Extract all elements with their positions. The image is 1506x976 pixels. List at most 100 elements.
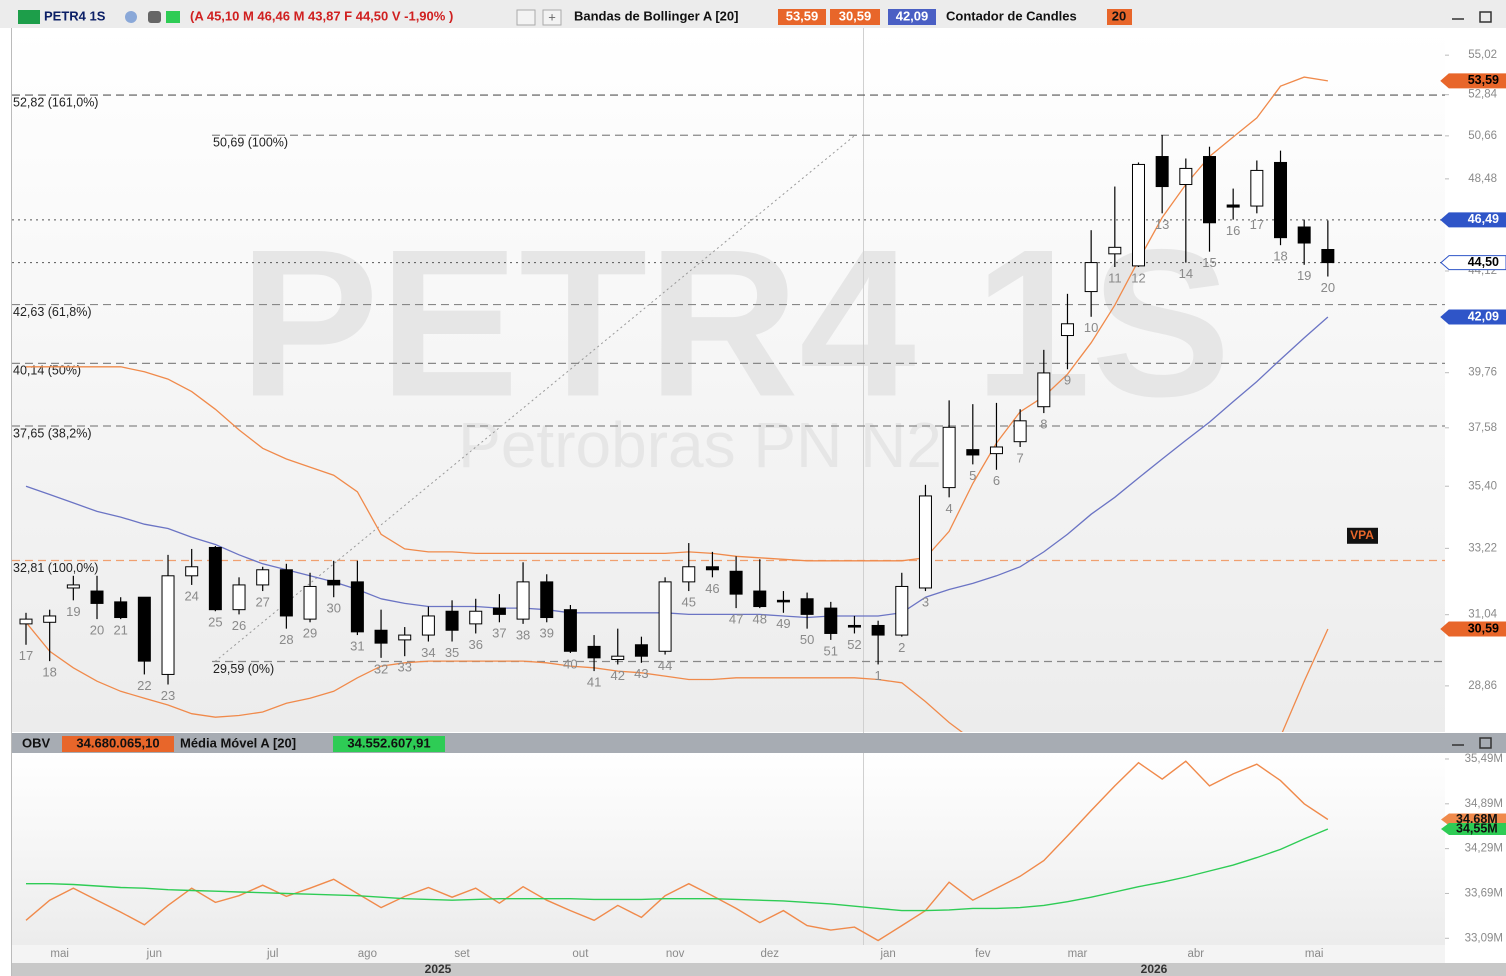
price-badge [1440, 255, 1506, 271]
price-badge-label: 30,59 [1468, 621, 1499, 635]
candle-body [374, 629, 388, 644]
x-tick-label: jul [266, 948, 279, 960]
vpa-label: VPA [1350, 528, 1374, 542]
candle-body [114, 601, 128, 619]
header-bar [0, 0, 1506, 28]
price-badge-label: 42,09 [1468, 309, 1499, 323]
x-tick-label: jun [146, 948, 162, 960]
candle-count: 20 [90, 623, 104, 638]
plus-icon: + [548, 9, 556, 24]
vpa-badge [1347, 527, 1378, 544]
icon[interactable] [148, 11, 161, 23]
watermark-symbol: PETR4 1S [239, 205, 1231, 440]
y-tick-label: 37,58 [1468, 422, 1497, 434]
candle-body [1131, 163, 1145, 267]
y-tick-label: 35,49M [1465, 753, 1503, 765]
candle-body [1226, 204, 1240, 208]
y-tick-label: 33,22 [1468, 542, 1497, 554]
x-tick-label: dez [760, 948, 779, 960]
price-badge-label: 44,50 [1468, 255, 1499, 269]
symbol: PETR4 1S [44, 8, 106, 23]
candle-body [232, 584, 246, 611]
y-tick-label: 33,69M [1465, 887, 1503, 899]
badge [62, 736, 174, 752]
maximize-button[interactable] [1479, 11, 1492, 23]
candle-body [492, 607, 506, 615]
candle-body [137, 596, 151, 662]
obv-badge [1441, 813, 1506, 826]
fib-label: 29,59 (0%) [213, 662, 274, 676]
obv-value: 34.680.065,10 [76, 735, 159, 750]
x-tick-label: out [572, 948, 589, 960]
y-tick-label: 31,04 [1468, 609, 1497, 621]
candle-body [776, 599, 790, 603]
ma-value: 34.552.607,91 [347, 735, 430, 750]
icon[interactable] [125, 11, 137, 23]
candle-body [516, 581, 530, 620]
candle-count: 15 [1202, 255, 1216, 270]
candle-count: 19 [1297, 268, 1311, 283]
fib-label: 40,14 (50%) [13, 364, 81, 378]
candle-body [871, 624, 885, 636]
y-tick-label: 50,66 [1468, 130, 1497, 142]
y-tick-label: 48,48 [1468, 173, 1497, 185]
fib-label: 37,65 (38,2%) [13, 426, 92, 440]
badge [333, 736, 445, 752]
candle-body [1037, 372, 1051, 408]
candle-body [43, 615, 57, 623]
candle-count: 14 [1179, 266, 1193, 281]
candle-body [705, 566, 719, 571]
y-tick-label: 34,29M [1465, 843, 1503, 855]
candle-count: 12 [1131, 270, 1145, 285]
candle-body [185, 566, 199, 577]
obv-badge [1441, 823, 1506, 836]
button[interactable] [542, 9, 562, 26]
candle-body [1084, 262, 1098, 293]
x-tick-label: mai [1305, 948, 1324, 960]
indicator: Bandas de Bollinger A [20] [574, 8, 738, 23]
candle-count: 16 [1226, 223, 1240, 238]
candle-count: 5 [969, 468, 976, 483]
x-tick-label: mai [50, 948, 69, 960]
candle-count: 33 [397, 660, 411, 675]
candle-count: 27 [255, 594, 269, 609]
obv-badge-label: 34,55M [1456, 821, 1498, 835]
fib-label: 42,63 (61,8%) [13, 305, 92, 319]
candle-body [989, 446, 1003, 455]
candle-count: 47 [729, 612, 743, 627]
candle-body [208, 546, 222, 611]
candle-count: 32 [374, 661, 388, 676]
candle-count: 31 [350, 639, 364, 654]
candle-count: 23 [161, 688, 175, 703]
candle-body [19, 618, 33, 625]
candle-body [918, 495, 932, 589]
candle-count: 6 [993, 473, 1000, 488]
candle-body [1203, 156, 1216, 224]
candle-count: 30 [326, 601, 340, 616]
band-value: 30,59 [839, 8, 872, 23]
icon[interactable] [166, 11, 180, 23]
candle-body [658, 581, 672, 652]
button[interactable] [516, 9, 536, 26]
candle-body [303, 585, 317, 620]
candle-body [1321, 248, 1335, 264]
candle-count: 10 [1084, 320, 1098, 335]
candle-count: 3 [922, 594, 929, 609]
candle-body [445, 610, 459, 631]
y-tick-label: 33,09M [1465, 932, 1503, 944]
x-tick-label: ago [358, 948, 377, 960]
candle-body [540, 581, 554, 619]
bollinger-upper [26, 76, 1329, 562]
bollinger-middle [25, 316, 1329, 619]
x-tick-label: mar [1068, 948, 1088, 960]
candle-count: 18 [42, 665, 56, 680]
maximize-button[interactable] [1479, 737, 1492, 749]
y-tick-label: 34,89M [1465, 798, 1503, 810]
fib-label: 32,81 (100,0%) [13, 561, 98, 575]
bollinger-lower [25, 621, 1329, 732]
candle-count: 44 [658, 658, 672, 673]
candle-count: 52 [847, 637, 861, 652]
counter-value: 20 [1112, 8, 1126, 23]
fib-label: 52,82 (161,0%) [13, 95, 98, 109]
